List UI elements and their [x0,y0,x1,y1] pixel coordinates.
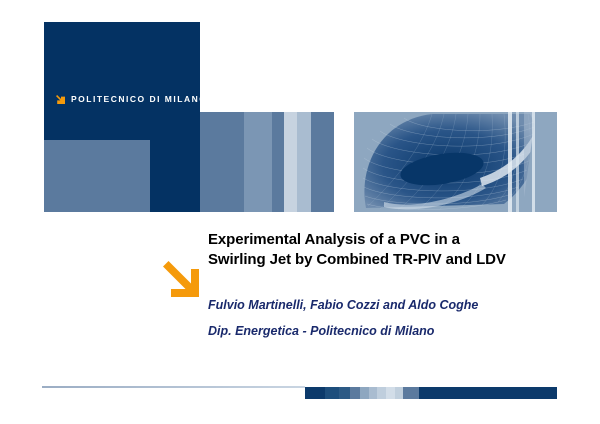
vortex-mesh-artwork [354,112,557,212]
footer-bar-10 [419,387,557,399]
logo-underblock [44,140,150,212]
footer-bar-2 [339,387,350,399]
banner-stripe-1 [244,112,272,212]
footer-bar-1 [325,387,339,399]
footer-decoration [42,386,557,399]
footer-bar-6 [377,387,386,399]
footer-bar-5 [369,387,377,399]
footer-bar-9 [403,387,419,399]
page-title: Experimental Analysis of a PVC in a Swir… [208,231,506,268]
footer-bar-7 [386,387,395,399]
header-banner: POLITECNICO DI MILANO [44,22,557,212]
footer-rule [42,386,305,388]
politecnico-logo: POLITECNICO DI MILANO [56,95,207,104]
footer-bar-0 [305,387,325,399]
author-list: Fulvio Martinelli, Fabio Cozzi and Aldo … [208,298,479,312]
footer-bar-3 [350,387,360,399]
banner-stripe-2 [272,112,284,212]
banner-stripe-4 [297,112,311,212]
footer-bar-4 [360,387,369,399]
down-right-arrow-icon [160,258,202,300]
logo-block [44,22,200,140]
banner-stripe-5 [311,112,334,212]
banner-stripes [200,112,557,212]
logo-underblock-dark [150,140,200,212]
footer-color-bars [305,387,557,399]
banner-stripe-0 [200,112,244,212]
affiliation-line: Dip. Energetica - Politecnico di Milano [208,324,435,338]
logo-label: POLITECNICO DI MILANO [71,94,208,105]
footer-bar-8 [395,387,403,399]
banner-stripe-3 [284,112,297,212]
logo-arrow-icon [56,95,65,104]
